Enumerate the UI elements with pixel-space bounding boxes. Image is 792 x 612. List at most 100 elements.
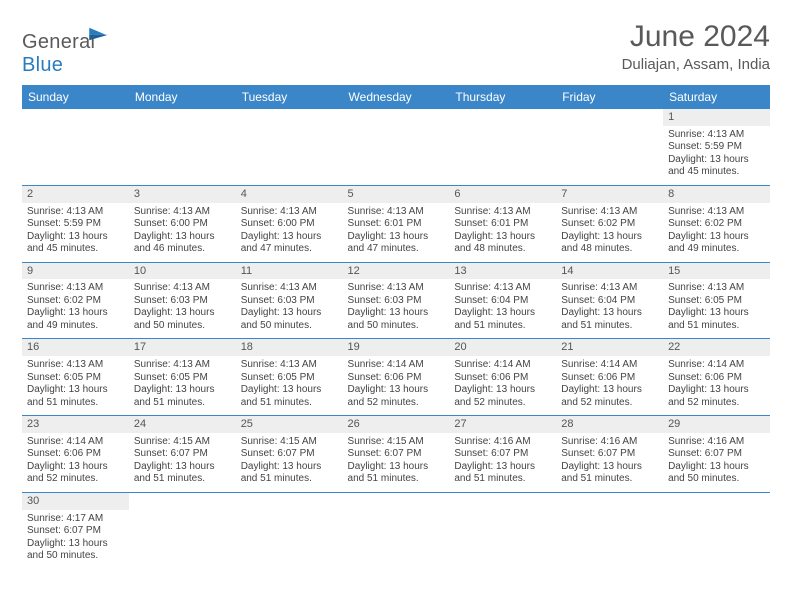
day-number (129, 109, 236, 126)
day-cell: Sunrise: 4:13 AMSunset: 6:05 PMDaylight:… (22, 356, 129, 416)
day-number (22, 109, 129, 126)
day-number: 7 (556, 185, 663, 202)
day-number: 22 (663, 339, 770, 356)
day-cell: Sunrise: 4:14 AMSunset: 6:06 PMDaylight:… (556, 356, 663, 416)
daynum-row: 1 (22, 109, 770, 126)
day-number: 29 (663, 416, 770, 433)
title-block: June 2024 Duliajan, Assam, India (622, 20, 770, 73)
day-cell (556, 510, 663, 569)
daynum-row: 16171819202122 (22, 339, 770, 356)
logo-text: GeneralBlue (22, 26, 110, 77)
day-cell: Sunrise: 4:13 AMSunset: 6:05 PMDaylight:… (663, 279, 770, 339)
col-saturday: Saturday (663, 85, 770, 109)
day-cell: Sunrise: 4:14 AMSunset: 6:06 PMDaylight:… (343, 356, 450, 416)
day-number: 4 (236, 185, 343, 202)
day-cell: Sunrise: 4:16 AMSunset: 6:07 PMDaylight:… (556, 433, 663, 493)
day-number: 27 (449, 416, 556, 433)
day-cell: Sunrise: 4:13 AMSunset: 6:05 PMDaylight:… (236, 356, 343, 416)
location: Duliajan, Assam, India (622, 56, 770, 73)
col-monday: Monday (129, 85, 236, 109)
day-number: 1 (663, 109, 770, 126)
day-cell (343, 510, 450, 569)
day-number: 2 (22, 185, 129, 202)
day-cell: Sunrise: 4:16 AMSunset: 6:07 PMDaylight:… (663, 433, 770, 493)
day-number: 15 (663, 262, 770, 279)
day-number: 17 (129, 339, 236, 356)
header: GeneralBlue June 2024 Duliajan, Assam, I… (22, 20, 770, 77)
col-sunday: Sunday (22, 85, 129, 109)
day-number: 5 (343, 185, 450, 202)
daynum-row: 30 (22, 492, 770, 509)
day-number (236, 109, 343, 126)
daynum-row: 23242526272829 (22, 416, 770, 433)
daynum-row: 2345678 (22, 185, 770, 202)
detail-row: Sunrise: 4:13 AMSunset: 6:05 PMDaylight:… (22, 356, 770, 416)
day-number: 6 (449, 185, 556, 202)
day-number: 11 (236, 262, 343, 279)
day-cell: Sunrise: 4:15 AMSunset: 6:07 PMDaylight:… (129, 433, 236, 493)
daynum-row: 9101112131415 (22, 262, 770, 279)
day-cell (129, 510, 236, 569)
day-cell (22, 126, 129, 186)
day-cell: Sunrise: 4:15 AMSunset: 6:07 PMDaylight:… (343, 433, 450, 493)
day-cell: Sunrise: 4:13 AMSunset: 6:02 PMDaylight:… (22, 279, 129, 339)
day-cell: Sunrise: 4:13 AMSunset: 6:02 PMDaylight:… (663, 203, 770, 263)
day-number (449, 109, 556, 126)
day-cell: Sunrise: 4:13 AMSunset: 6:04 PMDaylight:… (556, 279, 663, 339)
day-number: 14 (556, 262, 663, 279)
day-number (663, 492, 770, 509)
day-number (236, 492, 343, 509)
month-title: June 2024 (622, 20, 770, 54)
detail-row: Sunrise: 4:13 AMSunset: 6:02 PMDaylight:… (22, 279, 770, 339)
detail-row: Sunrise: 4:17 AMSunset: 6:07 PMDaylight:… (22, 510, 770, 569)
day-number (556, 109, 663, 126)
day-number: 28 (556, 416, 663, 433)
calendar-page: GeneralBlue June 2024 Duliajan, Assam, I… (0, 0, 792, 589)
day-number: 12 (343, 262, 450, 279)
day-cell: Sunrise: 4:17 AMSunset: 6:07 PMDaylight:… (22, 510, 129, 569)
day-cell: Sunrise: 4:14 AMSunset: 6:06 PMDaylight:… (22, 433, 129, 493)
day-number: 23 (22, 416, 129, 433)
day-number (449, 492, 556, 509)
logo: GeneralBlue (22, 20, 110, 77)
day-cell (663, 510, 770, 569)
day-number: 21 (556, 339, 663, 356)
detail-row: Sunrise: 4:14 AMSunset: 6:06 PMDaylight:… (22, 433, 770, 493)
day-cell: Sunrise: 4:15 AMSunset: 6:07 PMDaylight:… (236, 433, 343, 493)
day-number: 26 (343, 416, 450, 433)
day-cell: Sunrise: 4:13 AMSunset: 6:00 PMDaylight:… (129, 203, 236, 263)
day-number (343, 492, 450, 509)
detail-row: Sunrise: 4:13 AMSunset: 5:59 PMDaylight:… (22, 126, 770, 186)
day-number: 13 (449, 262, 556, 279)
day-cell: Sunrise: 4:13 AMSunset: 5:59 PMDaylight:… (22, 203, 129, 263)
day-cell (556, 126, 663, 186)
day-cell (236, 126, 343, 186)
logo-text-2: Blue (22, 54, 63, 76)
day-cell: Sunrise: 4:13 AMSunset: 6:01 PMDaylight:… (343, 203, 450, 263)
calendar-table: Sunday Monday Tuesday Wednesday Thursday… (22, 85, 770, 569)
day-number: 24 (129, 416, 236, 433)
day-cell: Sunrise: 4:14 AMSunset: 6:06 PMDaylight:… (449, 356, 556, 416)
day-cell: Sunrise: 4:13 AMSunset: 6:00 PMDaylight:… (236, 203, 343, 263)
day-cell: Sunrise: 4:16 AMSunset: 6:07 PMDaylight:… (449, 433, 556, 493)
day-cell (236, 510, 343, 569)
day-number: 20 (449, 339, 556, 356)
day-cell: Sunrise: 4:13 AMSunset: 6:03 PMDaylight:… (343, 279, 450, 339)
day-cell: Sunrise: 4:14 AMSunset: 6:06 PMDaylight:… (663, 356, 770, 416)
day-number: 16 (22, 339, 129, 356)
day-number (556, 492, 663, 509)
day-number: 3 (129, 185, 236, 202)
col-thursday: Thursday (449, 85, 556, 109)
flag-icon (88, 26, 110, 42)
day-cell: Sunrise: 4:13 AMSunset: 6:01 PMDaylight:… (449, 203, 556, 263)
day-cell: Sunrise: 4:13 AMSunset: 6:05 PMDaylight:… (129, 356, 236, 416)
day-number (129, 492, 236, 509)
day-cell: Sunrise: 4:13 AMSunset: 6:04 PMDaylight:… (449, 279, 556, 339)
logo-text-1: General (22, 31, 95, 53)
day-cell: Sunrise: 4:13 AMSunset: 6:03 PMDaylight:… (129, 279, 236, 339)
day-cell (449, 510, 556, 569)
day-number (343, 109, 450, 126)
day-cell: Sunrise: 4:13 AMSunset: 6:02 PMDaylight:… (556, 203, 663, 263)
day-number: 19 (343, 339, 450, 356)
col-friday: Friday (556, 85, 663, 109)
